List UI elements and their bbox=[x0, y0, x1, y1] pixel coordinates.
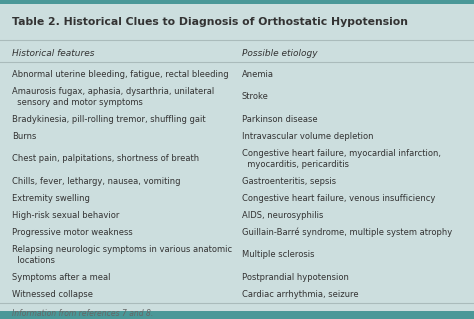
Text: Amaurosis fugax, aphasia, dysarthria, unilateral
  sensory and motor symptoms: Amaurosis fugax, aphasia, dysarthria, un… bbox=[12, 87, 214, 107]
Text: High-risk sexual behavior: High-risk sexual behavior bbox=[12, 211, 119, 220]
Text: Chest pain, palpitations, shortness of breath: Chest pain, palpitations, shortness of b… bbox=[12, 154, 199, 164]
Text: Symptoms after a meal: Symptoms after a meal bbox=[12, 273, 110, 282]
Text: Abnormal uterine bleeding, fatigue, rectal bleeding: Abnormal uterine bleeding, fatigue, rect… bbox=[12, 70, 228, 79]
Text: Extremity swelling: Extremity swelling bbox=[12, 194, 90, 203]
Bar bbox=[0, 311, 474, 319]
Text: Intravascular volume depletion: Intravascular volume depletion bbox=[242, 132, 373, 141]
Text: Chills, fever, lethargy, nausea, vomiting: Chills, fever, lethargy, nausea, vomitin… bbox=[12, 177, 180, 186]
Text: Congestive heart failure, myocardial infarction,
  myocarditis, pericarditis: Congestive heart failure, myocardial inf… bbox=[242, 149, 441, 169]
Text: Historical features: Historical features bbox=[12, 49, 94, 58]
Bar bbox=[0, 4, 474, 40]
Text: Witnessed collapse: Witnessed collapse bbox=[12, 290, 93, 299]
Text: Burns: Burns bbox=[12, 132, 36, 141]
Text: Multiple sclerosis: Multiple sclerosis bbox=[242, 250, 314, 259]
Text: AIDS, neurosyphilis: AIDS, neurosyphilis bbox=[242, 211, 323, 220]
Text: Gastroenteritis, sepsis: Gastroenteritis, sepsis bbox=[242, 177, 336, 186]
Text: Anemia: Anemia bbox=[242, 70, 274, 79]
Text: Relapsing neurologic symptoms in various anatomic
  locations: Relapsing neurologic symptoms in various… bbox=[12, 245, 232, 265]
Text: Information from references 7 and 8.: Information from references 7 and 8. bbox=[12, 309, 153, 318]
Text: Cardiac arrhythmia, seizure: Cardiac arrhythmia, seizure bbox=[242, 290, 358, 299]
Text: Progressive motor weakness: Progressive motor weakness bbox=[12, 228, 133, 237]
Text: Bradykinesia, pill-rolling tremor, shuffling gait: Bradykinesia, pill-rolling tremor, shuff… bbox=[12, 115, 205, 124]
Text: Stroke: Stroke bbox=[242, 93, 269, 101]
Bar bbox=[0, 0, 474, 4]
Text: Parkinson disease: Parkinson disease bbox=[242, 115, 318, 124]
Text: Guillain-Barré syndrome, multiple system atrophy: Guillain-Barré syndrome, multiple system… bbox=[242, 228, 452, 237]
Text: Table 2. Historical Clues to Diagnosis of Orthostatic Hypotension: Table 2. Historical Clues to Diagnosis o… bbox=[12, 17, 408, 27]
Text: Possible etiology: Possible etiology bbox=[242, 49, 318, 58]
Text: Postprandial hypotension: Postprandial hypotension bbox=[242, 273, 348, 282]
Text: Congestive heart failure, venous insufficiency: Congestive heart failure, venous insuffi… bbox=[242, 194, 435, 203]
